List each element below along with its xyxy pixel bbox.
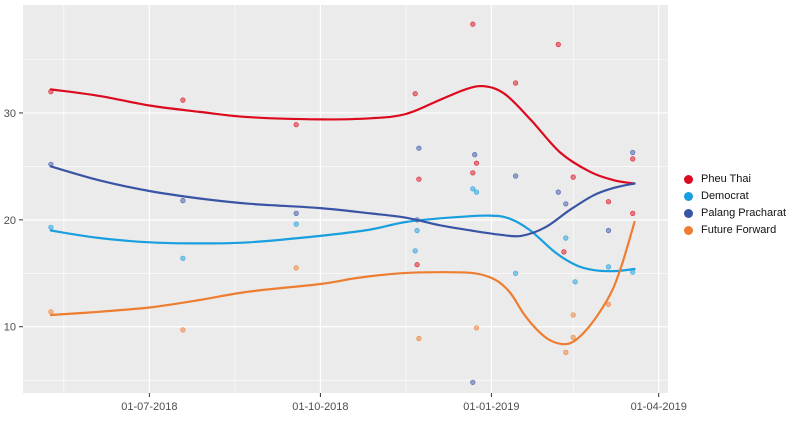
point-future-forward — [48, 309, 54, 315]
scatter-points — [48, 21, 636, 385]
plot-panel — [23, 5, 668, 393]
point-palang-pracharat — [630, 149, 636, 156]
point-palang-pracharat — [555, 189, 561, 195]
point-democrat — [412, 248, 418, 254]
point-future-forward — [473, 325, 480, 331]
point-palang-pracharat — [293, 210, 299, 216]
axes: 10 20 30 01-07-2018 01-10-2018 01-01-2019 01-0… — [4, 108, 687, 413]
point-pheu-thai — [470, 21, 476, 27]
point-pheu-thai — [470, 170, 476, 176]
legend-label: Palang Pracharat — [701, 207, 786, 219]
y-tick-label: 20 — [4, 215, 16, 227]
smooth-lines — [49, 84, 636, 346]
point-palang-pracharat — [512, 173, 519, 179]
point-pheu-thai — [293, 122, 299, 128]
pheu-thai-dot-icon — [684, 175, 693, 184]
trend-line-future-forward — [49, 220, 636, 346]
y-tick-label: 30 — [4, 108, 16, 120]
trend-line-palang-pracharat — [49, 165, 636, 238]
point-future-forward — [605, 301, 612, 307]
point-future-forward — [570, 334, 576, 341]
point-pheu-thai — [561, 249, 567, 255]
point-future-forward — [416, 335, 422, 342]
point-democrat — [605, 264, 612, 270]
point-democrat — [180, 255, 186, 261]
trend-line-pheu-thai — [49, 84, 636, 185]
point-democrat — [572, 279, 578, 285]
legend-label: Pheu Thai — [701, 173, 751, 185]
point-palang-pracharat — [563, 201, 569, 207]
point-future-forward — [570, 312, 576, 318]
point-democrat — [293, 221, 299, 227]
y-tick-label: 10 — [4, 322, 16, 334]
legend-label: Democrat — [701, 190, 749, 202]
point-democrat — [563, 235, 569, 241]
palang-pracharat-dot-icon — [684, 209, 693, 218]
x-tick-label: 01-10-2018 — [292, 401, 348, 413]
gridlines — [23, 5, 668, 393]
point-pheu-thai — [512, 80, 519, 86]
legend-item-pheu-thai: Pheu Thai — [684, 174, 786, 185]
legend-label: Future Forward — [701, 224, 777, 236]
point-pheu-thai — [412, 91, 418, 97]
legend-item-future-forward: Future Forward — [684, 225, 786, 236]
point-democrat — [512, 270, 519, 276]
legend-item-democrat: Democrat — [684, 191, 786, 202]
point-pheu-thai — [180, 97, 186, 103]
point-palang-pracharat — [470, 379, 476, 385]
point-democrat — [48, 224, 54, 230]
point-pheu-thai — [630, 156, 636, 162]
trend-line-democrat — [49, 214, 636, 273]
point-future-forward — [563, 349, 569, 356]
point-democrat — [473, 189, 480, 195]
point-palang-pracharat — [180, 198, 186, 204]
point-palang-pracharat — [605, 227, 612, 234]
legend-item-palang-pracharat: Palang Pracharat — [684, 208, 786, 219]
point-democrat — [414, 227, 420, 234]
legend: Pheu Thai Democrat Palang Pracharat Futu… — [684, 174, 786, 236]
x-tick-label: 01-04-2019 — [631, 401, 687, 413]
point-palang-pracharat — [416, 145, 422, 151]
point-democrat — [630, 269, 636, 275]
point-pheu-thai — [605, 199, 612, 205]
point-pheu-thai — [473, 160, 480, 166]
point-pheu-thai — [555, 41, 561, 48]
x-tick-label: 01-07-2018 — [121, 401, 177, 413]
point-democrat — [470, 186, 476, 192]
point-future-forward — [180, 327, 186, 333]
future-forward-dot-icon — [684, 226, 693, 235]
point-pheu-thai — [630, 210, 636, 216]
point-pheu-thai — [570, 174, 576, 180]
point-pheu-thai — [414, 262, 420, 268]
point-future-forward — [293, 265, 299, 271]
point-pheu-thai — [416, 176, 422, 182]
x-tick-label: 01-01-2019 — [463, 401, 519, 413]
point-palang-pracharat — [472, 152, 478, 158]
democrat-dot-icon — [684, 192, 693, 201]
